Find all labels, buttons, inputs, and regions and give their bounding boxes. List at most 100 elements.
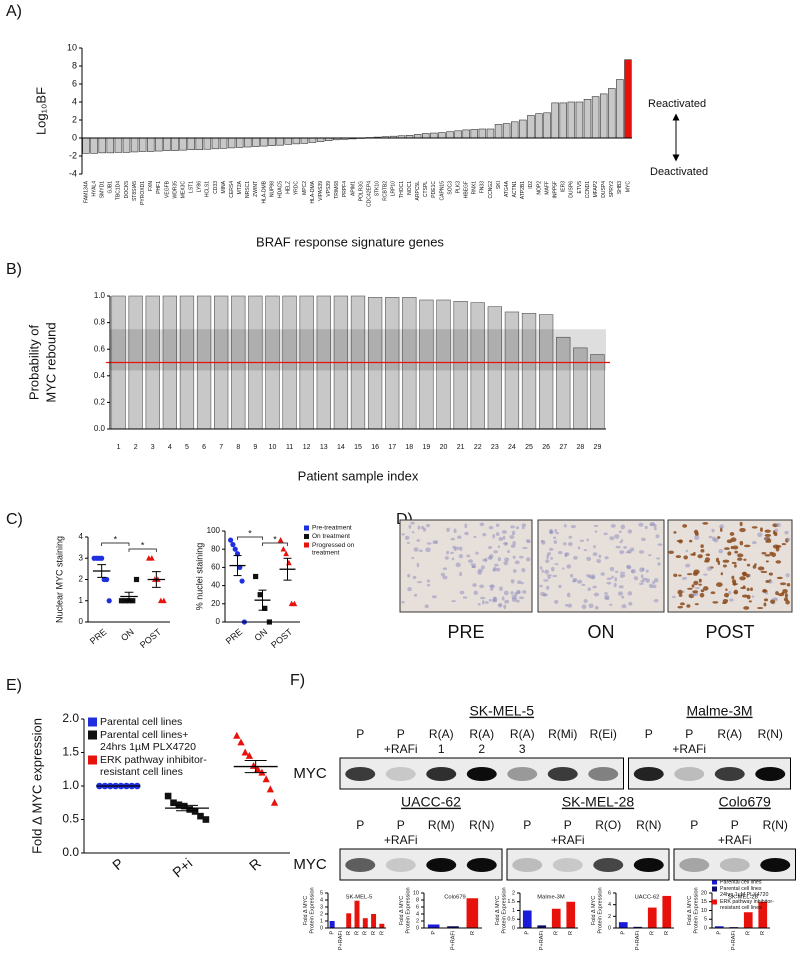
bar [354,900,360,928]
lane-label: R(N) [758,727,783,741]
nucleus [418,549,423,553]
nucleus [413,547,419,552]
x-tick-label: 23 [491,444,499,451]
bar [583,99,592,139]
nucleus [581,604,587,610]
x-tick-label: 7 [219,444,223,451]
nucleus [746,563,751,567]
nucleus [503,604,507,610]
x-tick-label: NUP98 [269,181,275,197]
nucleus [466,554,471,558]
y-tick-label: 1.0 [62,778,79,792]
nucleus [748,600,752,603]
lane-label: P [564,818,572,832]
nucleus [451,557,455,561]
y-tick-label: 0 [72,132,77,142]
nucleus [728,590,732,595]
nucleus [495,523,500,527]
nucleus [480,565,485,570]
blot-title: Colo679 [719,794,771,810]
annotation: Reactivated [648,98,706,110]
nucleus [727,551,732,556]
nucleus [686,573,693,576]
nucleus [518,596,525,600]
x-tick-label: MAFF [544,181,550,195]
legend-label-line: resistant cell lines [720,905,762,911]
nucleus [757,566,765,571]
x-tick-label: RCBTB2 [383,181,389,201]
x-tick-label: R [746,931,752,935]
nucleus [482,558,487,562]
nucleus [492,599,498,603]
nucleus [450,537,455,541]
nucleus [732,545,739,550]
nucleus [507,550,510,553]
x-tick-label: APIM1 [350,181,356,196]
nucleus [618,585,624,589]
nucleus [781,591,785,595]
nucleus [730,537,737,542]
x-tick-label: CD33 [213,181,219,194]
lane-label: P [645,727,653,741]
x-tick-label: PLK3 [455,181,461,193]
nucleus [410,521,415,525]
y-tick-label: 4 [79,532,84,541]
lane-label: P [356,818,364,832]
nucleus [573,555,578,560]
y-tick-label: 15 [701,899,707,905]
bar [758,901,768,928]
nucleus [617,591,624,596]
legend-swatch [712,886,717,892]
nucleus [771,552,777,558]
nucleus [603,532,608,536]
nucleus [452,545,456,549]
nucleus [638,582,644,585]
legend-swatch [304,534,309,539]
nucleus [729,598,734,602]
nucleus [702,522,709,525]
nucleus [488,525,494,530]
bar [551,908,561,928]
bar [567,101,576,139]
nucleus [768,572,774,576]
point [234,551,241,557]
x-tick-label: 3 [151,444,155,451]
bar [195,137,204,150]
bar [413,134,422,139]
nucleus [639,567,645,573]
nucleus [686,587,693,590]
blot-title: SK-MEL-5 [469,703,534,719]
legend-label: Parental cell lines [100,716,182,728]
nucleus [761,552,767,555]
nucleus [525,539,531,543]
y-tick-label: 8 [72,60,77,70]
x-tick-label: ATP2B1 [520,181,526,199]
image-label: PRE [447,622,484,642]
nucleus [459,546,463,551]
nucleus [609,536,615,541]
x-tick-label: PDE1C [431,181,437,198]
bar [486,128,495,139]
panel-label: A) [6,3,22,20]
nucleus [739,521,743,527]
bar [308,137,317,143]
nucleus [489,588,494,591]
y-tick-label: 60 [211,563,220,572]
band [552,858,583,872]
nucleus [401,600,405,604]
nucleus [498,536,504,541]
bar [446,131,454,139]
nucleus [653,524,657,529]
lane-label: P [685,727,693,741]
nucleus [494,563,499,567]
y-axis-label-line: Fold Δ MYC [303,896,309,925]
x-tick-label: ATG4A [504,180,510,197]
x-tick-label: POST [269,626,295,650]
x-tick-label: 29 [594,444,602,451]
nucleus [609,603,613,606]
nucleus [705,553,711,557]
x-tick-label: ZWINT [253,181,259,197]
row-label: MYC [293,856,327,873]
nucleus [504,599,510,604]
nucleus [553,536,557,539]
